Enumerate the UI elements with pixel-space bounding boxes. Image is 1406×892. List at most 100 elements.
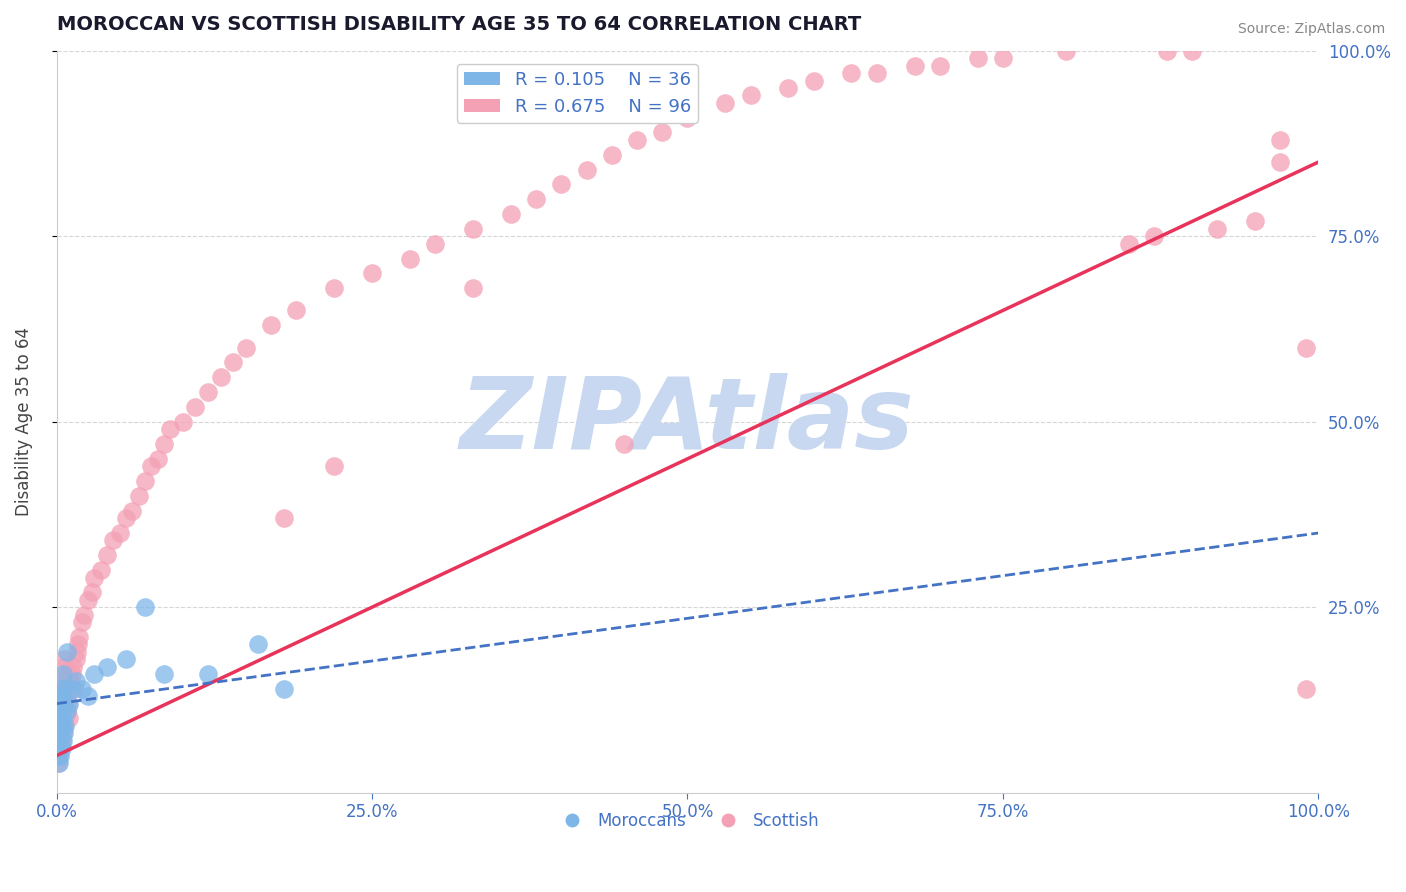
Point	[53, 719, 76, 733]
Point	[51, 711, 73, 725]
Point	[1206, 222, 1229, 236]
Point	[51, 690, 73, 704]
Text: ZIPAtlas: ZIPAtlas	[460, 373, 915, 470]
Point	[1270, 133, 1292, 147]
Point	[48, 748, 70, 763]
Point	[146, 451, 169, 466]
Text: Source: ZipAtlas.com: Source: ZipAtlas.com	[1237, 22, 1385, 37]
Point	[399, 252, 422, 266]
Point	[56, 667, 79, 681]
Point	[103, 533, 125, 548]
Point	[56, 697, 79, 711]
Point	[52, 697, 75, 711]
Point	[58, 697, 80, 711]
Point	[55, 719, 77, 733]
Y-axis label: Disability Age 35 to 64: Disability Age 35 to 64	[15, 327, 32, 516]
Point	[323, 281, 346, 295]
Point	[53, 726, 76, 740]
Point	[285, 303, 308, 318]
Legend: Moroccans, Scottish: Moroccans, Scottish	[548, 805, 825, 836]
Point	[928, 59, 950, 73]
Point	[1143, 229, 1166, 244]
Point	[73, 607, 96, 622]
Point	[60, 681, 83, 696]
Point	[51, 674, 73, 689]
Point	[51, 733, 73, 747]
Point	[49, 748, 72, 763]
Point	[841, 66, 863, 80]
Text: MOROCCAN VS SCOTTISH DISABILITY AGE 35 TO 64 CORRELATION CHART: MOROCCAN VS SCOTTISH DISABILITY AGE 35 T…	[56, 15, 860, 34]
Point	[197, 385, 219, 400]
Point	[1054, 44, 1077, 58]
Point	[1181, 44, 1204, 58]
Point	[96, 659, 118, 673]
Point	[115, 511, 138, 525]
Point	[90, 563, 112, 577]
Point	[46, 711, 69, 725]
Point	[58, 711, 80, 725]
Point	[65, 674, 87, 689]
Point	[48, 741, 70, 756]
Point	[48, 704, 70, 718]
Point	[866, 66, 889, 80]
Point	[46, 748, 69, 763]
Point	[260, 318, 283, 333]
Point	[48, 697, 70, 711]
Point	[48, 756, 70, 770]
Point	[52, 659, 75, 673]
Point	[128, 489, 150, 503]
Point	[55, 645, 77, 659]
Point	[903, 59, 925, 73]
Point	[77, 690, 100, 704]
Point	[461, 222, 484, 236]
Point	[49, 681, 72, 696]
Point	[66, 645, 89, 659]
Point	[121, 504, 143, 518]
Point	[134, 600, 156, 615]
Point	[46, 733, 69, 747]
Point	[83, 570, 105, 584]
Point	[55, 704, 77, 718]
Point	[651, 125, 673, 139]
Point	[55, 704, 77, 718]
Point	[67, 630, 90, 644]
Point	[52, 667, 75, 681]
Point	[49, 719, 72, 733]
Point	[83, 667, 105, 681]
Point	[48, 726, 70, 740]
Point	[613, 437, 636, 451]
Point	[1295, 681, 1317, 696]
Point	[273, 681, 295, 696]
Point	[626, 133, 648, 147]
Point	[48, 719, 70, 733]
Point	[63, 681, 86, 696]
Point	[991, 51, 1014, 65]
Point	[80, 585, 103, 599]
Point	[55, 681, 77, 696]
Point	[499, 207, 522, 221]
Point	[1295, 341, 1317, 355]
Point	[740, 88, 762, 103]
Point	[600, 147, 623, 161]
Point	[51, 741, 73, 756]
Point	[676, 111, 699, 125]
Point	[524, 192, 547, 206]
Point	[172, 415, 194, 429]
Point	[361, 266, 384, 280]
Point	[49, 711, 72, 725]
Point	[197, 667, 219, 681]
Point	[222, 355, 245, 369]
Point	[55, 674, 77, 689]
Point	[323, 459, 346, 474]
Point	[575, 162, 598, 177]
Point	[134, 474, 156, 488]
Point	[67, 637, 90, 651]
Point	[153, 437, 176, 451]
Point	[714, 95, 737, 110]
Point	[115, 652, 138, 666]
Point	[55, 711, 77, 725]
Point	[53, 697, 76, 711]
Point	[273, 511, 295, 525]
Point	[49, 741, 72, 756]
Point	[1244, 214, 1267, 228]
